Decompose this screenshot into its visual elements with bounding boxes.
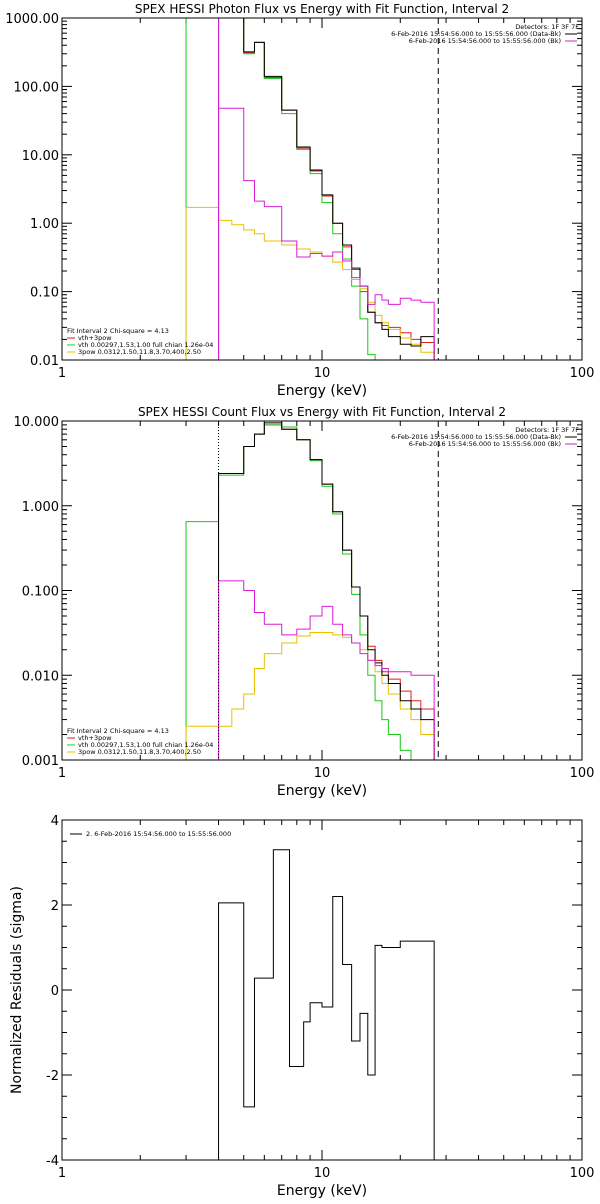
x-axis-label: Energy (keV) bbox=[277, 783, 367, 799]
series-5-line bbox=[218, 107, 435, 360]
y-tick-label: 0.001 bbox=[22, 754, 59, 769]
x-tick-label: 100 bbox=[570, 766, 595, 781]
time-range-data: 6-Feb-2016 15:54:56.000 to 15:55:56.000 … bbox=[391, 30, 561, 38]
y-tick-label: 0 bbox=[51, 984, 59, 999]
legend-header: Fit Interval 2 Chi-square = 4.13 bbox=[67, 727, 169, 735]
legend-header: Fit Interval 2 Chi-square = 4.13 bbox=[67, 327, 169, 335]
legend-entry: 3pow 0.0312,1.50,11.8,3.70,400,2.50 bbox=[78, 748, 201, 756]
y-tick-label: 2 bbox=[51, 899, 59, 914]
time-range-bk: 6-Feb-2016 15:54:56.000 to 15:55:56.000 … bbox=[409, 37, 561, 45]
y-tick-label: 10.000 bbox=[14, 415, 60, 430]
x-tick-label: 10 bbox=[314, 766, 331, 781]
legend: Fit Interval 2 Chi-square = 4.13vth+3pow… bbox=[67, 327, 213, 356]
chart-panel-1: SPEX HESSI Photon Flux vs Energy with Fi… bbox=[5, 2, 594, 399]
series-1-line bbox=[218, 18, 435, 360]
x-axis-label: Energy (keV) bbox=[277, 383, 367, 399]
plot-frame bbox=[61, 420, 583, 761]
legend: 2. 6-Feb-2016 15:54:56.000 to 15:55:56.0… bbox=[70, 830, 231, 838]
series-5-line bbox=[218, 580, 435, 760]
x-tick-label: 100 bbox=[570, 1166, 595, 1181]
plot-frame bbox=[61, 819, 583, 1161]
y-tick-label: -4 bbox=[46, 1154, 59, 1169]
time-range-data: 6-Feb-2016 15:54:56.000 to 15:55:56.000 … bbox=[391, 433, 561, 441]
series-3-line bbox=[185, 206, 435, 360]
detectors-label: Detectors: 1F 3F 7F bbox=[515, 426, 579, 434]
chart-title: SPEX HESSI Photon Flux vs Energy with Fi… bbox=[135, 2, 509, 16]
legend-entry: vth 0.00297,1.53,1.00 full chian 1.26e-0… bbox=[78, 741, 213, 749]
x-tick-label: 100 bbox=[570, 366, 595, 381]
y-tick-label: 0.100 bbox=[22, 585, 59, 600]
series-4-line bbox=[218, 422, 435, 760]
legend-entry: 2. 6-Feb-2016 15:54:56.000 to 15:55:56.0… bbox=[86, 830, 231, 838]
data-region bbox=[218, 849, 435, 1160]
detectors-label: Detectors: 1F 3F 7F bbox=[515, 23, 579, 31]
legend-entry: vth+3pow bbox=[78, 334, 112, 342]
chart-panel-3: 1 10 100 Energy (keV) 4 2 0 -2 -4 Normalized Resi… bbox=[9, 814, 594, 1199]
plot-frame bbox=[61, 17, 583, 361]
y-tick-label: 0.010 bbox=[22, 669, 59, 684]
x-tick-label: 1 bbox=[58, 366, 66, 381]
x-tick-label: 10 bbox=[314, 1166, 331, 1181]
y-tick-label: 4 bbox=[51, 814, 59, 829]
x-axis-label: Energy (keV) bbox=[277, 1183, 367, 1199]
y-tick-label: 1000.00 bbox=[5, 12, 59, 27]
data-region bbox=[185, 18, 435, 360]
data-region bbox=[185, 422, 447, 760]
y-tick-label: 0.10 bbox=[30, 286, 59, 301]
legend-entry: vth+3pow bbox=[78, 734, 112, 742]
legend-entry: vth 0.00297,1.53,1.00 full chian 1.26e-0… bbox=[78, 341, 213, 349]
time-range-bk: 6-Feb-2016 15:54:56.000 to 15:55:56.000 … bbox=[409, 440, 561, 448]
series-3-line bbox=[185, 631, 447, 760]
legend: Fit Interval 2 Chi-square = 4.13vth+3pow… bbox=[67, 727, 213, 756]
y-tick-label: -2 bbox=[46, 1069, 59, 1084]
y-tick-label: 0.01 bbox=[30, 354, 59, 369]
chart-title: SPEX HESSI Count Flux vs Energy with Fit… bbox=[138, 405, 506, 419]
y-tick-label: 10.00 bbox=[22, 149, 59, 164]
legend-entry: 3pow 0.0312,1.50,11.8,3.70,400,2.50 bbox=[78, 348, 201, 356]
series-1-line bbox=[218, 849, 435, 1160]
x-tick-label: 10 bbox=[314, 366, 331, 381]
y-tick-label: 1.000 bbox=[22, 500, 59, 515]
series-1-line bbox=[218, 424, 435, 760]
annotations: Detectors: 1F 3F 7F6-Feb-2016 15:54:56.0… bbox=[391, 426, 579, 448]
series-2-line bbox=[185, 18, 376, 360]
series-4-line bbox=[218, 18, 435, 360]
x-tick-label: 1 bbox=[58, 766, 66, 781]
y-tick-label: 100.00 bbox=[14, 80, 60, 95]
y-axis-label: Normalized Residuals (sigma) bbox=[9, 886, 25, 1094]
chart-panel-2: SPEX HESSI Count Flux vs Energy with Fit… bbox=[14, 405, 595, 799]
annotations: Detectors: 1F 3F 7F6-Feb-2016 15:54:56.0… bbox=[391, 23, 579, 45]
y-tick-label: 1.00 bbox=[30, 217, 59, 232]
x-tick-label: 1 bbox=[58, 1166, 66, 1181]
series-2-line bbox=[185, 424, 412, 760]
